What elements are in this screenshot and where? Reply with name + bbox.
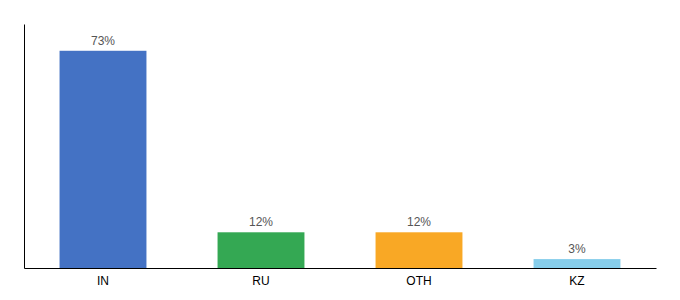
bar — [376, 232, 463, 268]
chart-container: IN RU OTH KZ 73% 12% 12% 3% — [0, 0, 680, 300]
x-tick-label: RU — [252, 274, 269, 288]
bars — [60, 51, 621, 268]
data-label: 73% — [91, 34, 115, 48]
data-label: 3% — [568, 242, 586, 256]
x-axis-line — [25, 268, 657, 269]
bar — [534, 259, 621, 268]
x-tick: IN — [97, 274, 109, 288]
data-label: 12% — [249, 215, 273, 229]
x-axis: IN RU OTH KZ — [25, 269, 657, 288]
x-tick: RU — [252, 274, 269, 288]
plot: IN RU OTH KZ 73% 12% 12% 3% — [25, 25, 657, 288]
x-tick-label: KZ — [569, 274, 584, 288]
data-labels: 73% 12% 12% 3% — [91, 34, 586, 256]
x-tick: OTH — [406, 274, 431, 288]
y-axis — [24, 25, 25, 269]
bar — [60, 51, 147, 268]
data-label: 12% — [407, 215, 431, 229]
chart-svg: IN RU OTH KZ 73% 12% 12% 3% — [0, 0, 680, 300]
bar — [218, 232, 305, 268]
x-tick: KZ — [569, 274, 584, 288]
x-tick-label: OTH — [406, 274, 431, 288]
y-axis-line — [24, 25, 25, 269]
x-tick-label: IN — [97, 274, 109, 288]
